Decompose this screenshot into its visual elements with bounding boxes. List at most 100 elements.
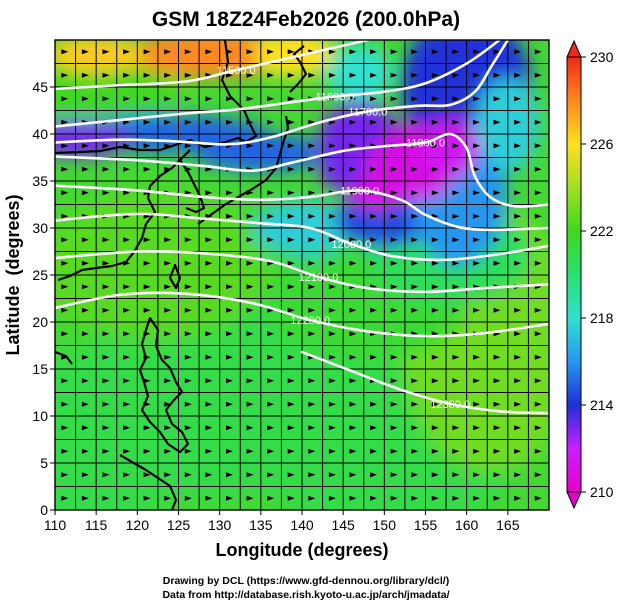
- wind-arrow: [143, 260, 151, 266]
- wind-arrow: [143, 331, 151, 337]
- wind-arrow: [370, 96, 378, 102]
- wind-arrow: [370, 307, 378, 313]
- wind-arrow: [514, 119, 522, 125]
- wind-arrow: [493, 143, 501, 149]
- wind-arrow: [184, 190, 192, 196]
- wind-arrow: [514, 96, 522, 102]
- wind-arrow: [452, 166, 460, 172]
- contour-label: 11700.0: [348, 106, 387, 118]
- wind-arrow: [81, 401, 89, 407]
- temperature-blob: [55, 40, 146, 73]
- wind-arrow: [102, 354, 110, 360]
- wind-arrow: [267, 401, 275, 407]
- wind-arrow: [61, 448, 69, 454]
- wind-arrow: [452, 284, 460, 290]
- wind-arrow: [493, 119, 501, 125]
- wind-arrow: [164, 119, 172, 125]
- credit-data: Data from http://database.rish.kyoto-u.a…: [162, 589, 449, 601]
- wind-arrow: [267, 72, 275, 78]
- wind-arrow: [514, 472, 522, 478]
- wind-arrow: [493, 96, 501, 102]
- wind-arrow: [349, 448, 357, 454]
- wind-arrow: [328, 378, 336, 384]
- wind-arrow: [308, 425, 316, 431]
- wind-arrow: [287, 72, 295, 78]
- wind-arrow: [205, 425, 213, 431]
- wind-arrow: [225, 448, 233, 454]
- wind-arrow: [164, 425, 172, 431]
- x-axis: 110 115 120 125 130 135 140 145 150 155 160 165: [44, 510, 520, 533]
- wind-arrow: [143, 448, 151, 454]
- wind-arrow: [349, 166, 357, 172]
- wind-arrow: [184, 354, 192, 360]
- wind-arrow: [390, 354, 398, 360]
- wind-arrow: [431, 425, 439, 431]
- wind-arrow: [452, 472, 460, 478]
- wind-arrow: [205, 213, 213, 219]
- wind-arrow: [328, 448, 336, 454]
- wind-arrow: [390, 213, 398, 219]
- wind-arrow: [390, 448, 398, 454]
- x-tick-label: 110: [44, 517, 67, 533]
- wind-arrow: [349, 96, 357, 102]
- wind-arrow: [164, 378, 172, 384]
- wind-arrow: [411, 72, 419, 78]
- wind-arrow: [225, 190, 233, 196]
- wind-arrow: [431, 237, 439, 243]
- credit-drawing: Drawing by DCL (https://www.gfd-dennou.o…: [163, 575, 449, 587]
- wind-arrow: [287, 448, 295, 454]
- wind-arrow: [308, 237, 316, 243]
- wind-arrow: [431, 448, 439, 454]
- wind-arrow: [287, 166, 295, 172]
- y-tick-label: 20: [32, 314, 48, 330]
- wind-arrow: [123, 260, 131, 266]
- wind-arrow: [390, 307, 398, 313]
- wind-arrow: [205, 96, 213, 102]
- wind-arrow: [143, 143, 151, 149]
- wind-arrow: [514, 237, 522, 243]
- wind-arrow: [61, 472, 69, 478]
- wind-arrow: [184, 72, 192, 78]
- wind-arrow: [287, 49, 295, 55]
- grid-lines: [55, 40, 549, 510]
- wind-arrow: [102, 143, 110, 149]
- wind-arrow: [123, 448, 131, 454]
- wind-arrow: [123, 495, 131, 501]
- wind-arrow: [267, 331, 275, 337]
- wind-arrow: [246, 72, 254, 78]
- wind-arrow: [493, 72, 501, 78]
- wind-arrow: [164, 166, 172, 172]
- wind-arrow: [184, 448, 192, 454]
- wind-arrow: [514, 495, 522, 501]
- wind-arrow: [308, 190, 316, 196]
- wind-arrow: [411, 354, 419, 360]
- wind-arrow: [472, 307, 480, 313]
- wind-arrow: [102, 72, 110, 78]
- x-tick-label: 120: [126, 517, 150, 533]
- x-tick-label: 115: [85, 517, 108, 533]
- wind-arrow: [452, 96, 460, 102]
- wind-arrow: [267, 284, 275, 290]
- wind-arrow: [431, 284, 439, 290]
- wind-arrow: [246, 143, 254, 149]
- wind-arrow: [184, 260, 192, 266]
- wind-arrow: [102, 237, 110, 243]
- wind-arrow: [534, 119, 542, 125]
- x-tick-label: 135: [249, 517, 273, 533]
- wind-arrow: [81, 49, 89, 55]
- wind-arrow: [411, 425, 419, 431]
- wind-arrow: [61, 401, 69, 407]
- wind-arrow: [61, 331, 69, 337]
- plot-area: 11500.0 11600.0 11700.0 11800.0 11900.0 12000…: [55, 40, 549, 510]
- wind-arrow: [81, 495, 89, 501]
- y-tick-label: 5: [40, 455, 48, 471]
- wind-arrow: [123, 472, 131, 478]
- wind-arrow: [143, 237, 151, 243]
- wind-arrow: [184, 425, 192, 431]
- wind-arrow: [102, 378, 110, 384]
- wind-arrow: [225, 284, 233, 290]
- wind-arrow: [349, 72, 357, 78]
- wind-arrow: [205, 49, 213, 55]
- wind-arrow: [81, 354, 89, 360]
